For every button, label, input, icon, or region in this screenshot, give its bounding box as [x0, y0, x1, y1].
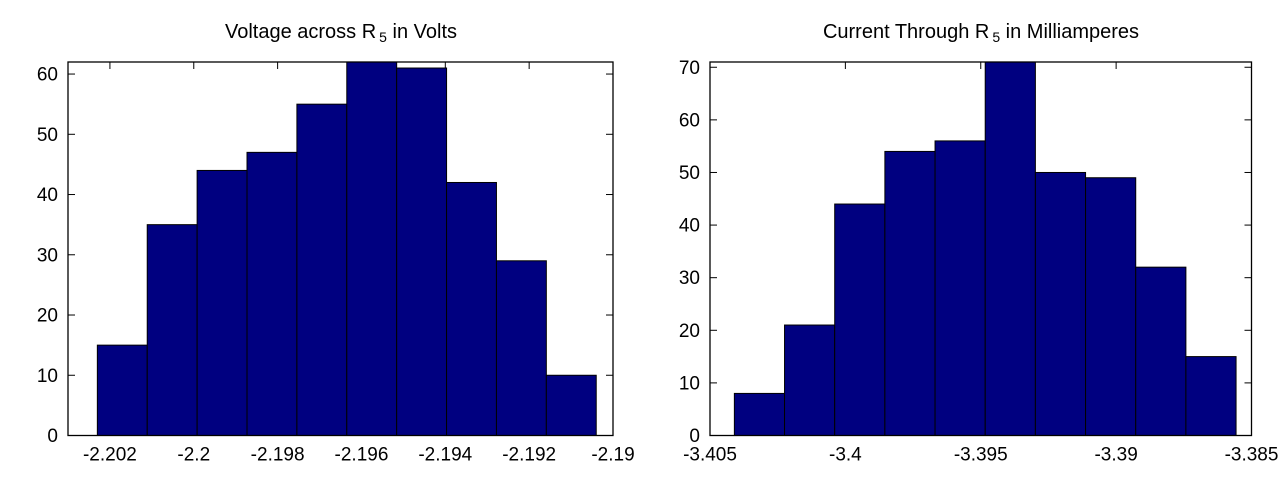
- y-tick-label: 50: [37, 125, 58, 146]
- y-tick-label: 50: [679, 163, 700, 184]
- histogram-bar: [1085, 177, 1137, 436]
- histogram-bar: [346, 61, 398, 436]
- x-tick-label: -3.385: [1225, 445, 1279, 466]
- histogram-bar: [396, 67, 448, 436]
- histogram-bar: [296, 103, 348, 437]
- current-title-pre: Current Through R: [822, 21, 990, 43]
- plot-frame: [67, 61, 614, 437]
- histogram-bar: [96, 344, 148, 436]
- voltage-title-pre: Voltage across R: [224, 21, 377, 43]
- histogram-bar: [146, 224, 198, 436]
- x-tick-label: -3.405: [683, 445, 737, 466]
- y-tick-label: 10: [679, 373, 700, 394]
- y-tick-label: 10: [37, 366, 58, 387]
- histogram-bar: [1135, 266, 1187, 436]
- histogram-bar: [446, 181, 497, 436]
- y-tick-label: 60: [679, 110, 700, 131]
- y-tick-label: 0: [47, 426, 58, 447]
- x-tick-label: -2.194: [418, 445, 472, 466]
- x-tick-label: -2.192: [502, 445, 556, 466]
- y-tick-label: 30: [679, 268, 700, 289]
- x-tick-label: -3.4: [829, 445, 862, 466]
- x-tick-label: -2.2: [177, 445, 210, 466]
- histogram-bar: [246, 151, 298, 436]
- histogram-bar: [1034, 171, 1087, 436]
- y-tick-label: 20: [679, 321, 700, 342]
- histogram-bar: [196, 169, 248, 436]
- x-tick-label: -2.19: [591, 445, 634, 466]
- histogram-bar: [545, 374, 597, 436]
- plot-frame: [709, 61, 1253, 437]
- y-tick-label: 20: [37, 306, 58, 327]
- histogram-bar: [984, 61, 1036, 436]
- x-tick-label: -2.196: [335, 445, 389, 466]
- current-title-post: in Milliamperes: [1000, 21, 1140, 43]
- y-tick-label: 60: [37, 65, 58, 86]
- voltage-title-post: in Volts: [386, 21, 458, 43]
- x-tick-label: -2.198: [251, 445, 305, 466]
- histogram-bar: [884, 150, 936, 437]
- y-tick-label: 0: [689, 426, 700, 447]
- histogram-bar: [834, 203, 886, 436]
- x-tick-label: -3.395: [954, 445, 1008, 466]
- x-tick-label: -3.39: [1094, 445, 1137, 466]
- histogram-bar: [733, 392, 786, 437]
- histogram-bar: [495, 260, 547, 437]
- histogram-bar: [784, 324, 836, 436]
- current-title-subscript: 5: [992, 29, 1001, 45]
- histogram-bar: [1185, 356, 1237, 436]
- y-tick-label: 30: [37, 245, 58, 266]
- x-tick-label: -2.202: [83, 445, 137, 466]
- y-tick-label: 40: [37, 185, 58, 206]
- histogram-bar: [934, 140, 986, 436]
- y-tick-label: 70: [679, 58, 700, 79]
- voltage-title-subscript: 5: [379, 29, 387, 45]
- y-tick-label: 40: [679, 216, 700, 237]
